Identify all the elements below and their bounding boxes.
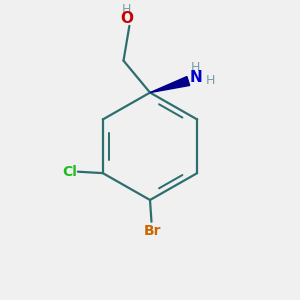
Text: H: H: [206, 74, 215, 87]
Text: O: O: [120, 11, 133, 26]
Text: H: H: [191, 61, 200, 74]
Polygon shape: [150, 76, 190, 93]
Text: Cl: Cl: [62, 165, 77, 179]
Text: H: H: [122, 3, 131, 16]
Text: Br: Br: [144, 224, 162, 238]
Text: N: N: [189, 70, 202, 85]
